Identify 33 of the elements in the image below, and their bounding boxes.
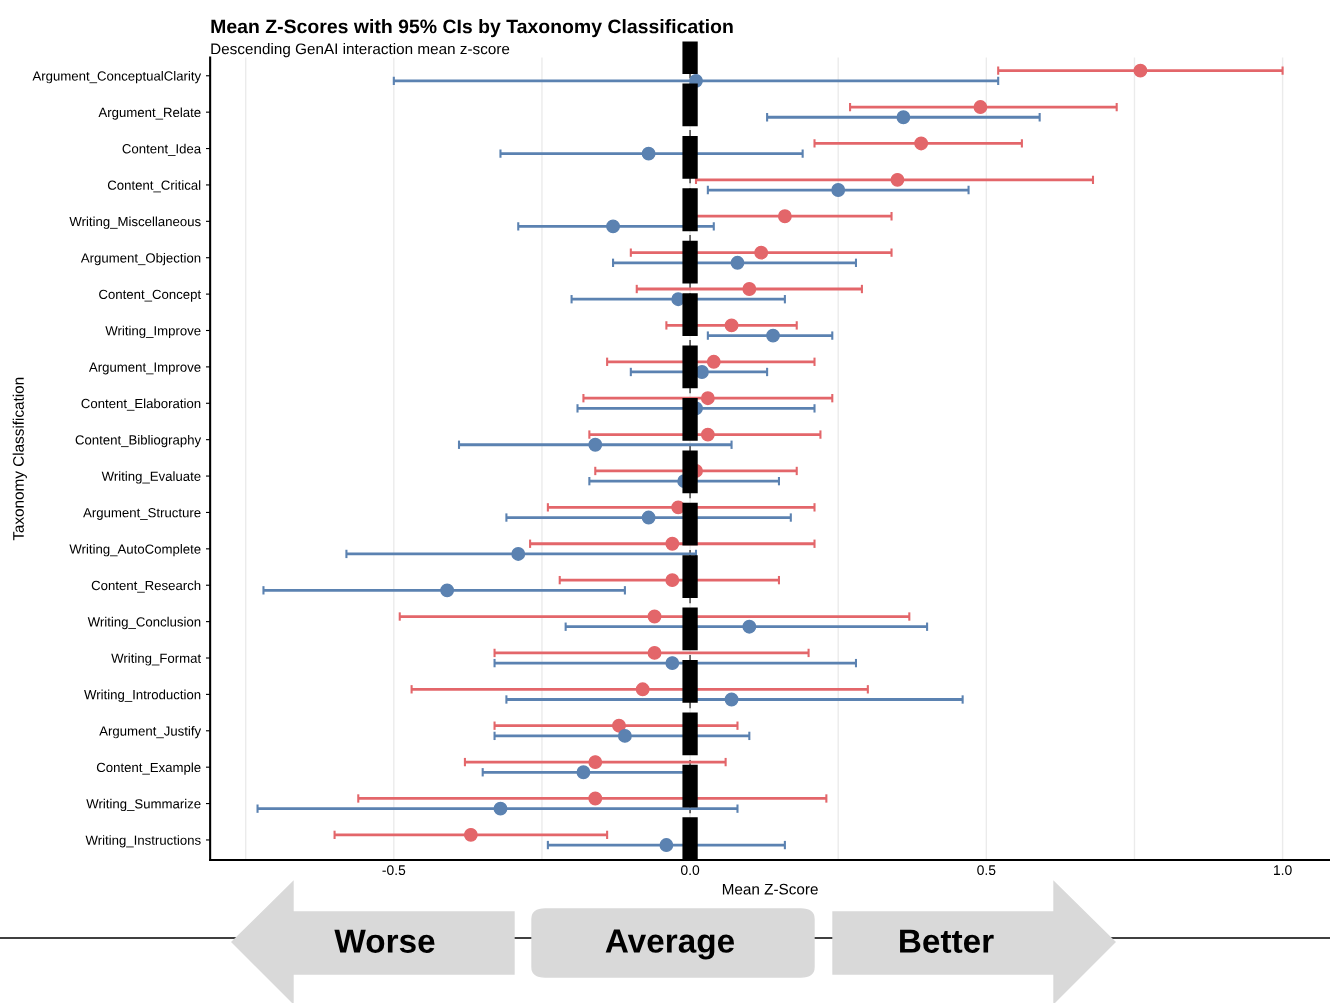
- y-tick-label: Content_Bibliography: [75, 434, 202, 448]
- y-tick-label: Argument_Improve: [88, 362, 201, 375]
- x-axis-title: Mean Z-Score: [722, 883, 818, 895]
- y-tick-label: Writing_Evaluate: [101, 471, 201, 484]
- x-tick-label: 0.0: [680, 865, 700, 876]
- text: Average: [605, 929, 735, 960]
- y-tick-label: Content_Example: [96, 762, 201, 775]
- y-tick-label: Argument_Justify: [99, 726, 202, 739]
- y-tick-label: Argument_Objection: [80, 252, 201, 266]
- y-tick-label: Writing_Summarize: [86, 798, 201, 812]
- y-tick-label: Content_Critical: [107, 180, 201, 193]
- chart-subtitle: Descending GenAI interaction mean z-score: [211, 43, 510, 58]
- y-axis-title: Taxonomy Classification: [12, 377, 27, 541]
- x-tick-label: -0.5: [382, 865, 406, 876]
- x-tick-label: 0.5: [977, 865, 996, 876]
- y-tick-label: Writing_Improve: [105, 325, 201, 339]
- chart-title: Mean Z-Scores with 95% CIs by Taxonomy Classification: [211, 19, 733, 38]
- text: Worse: [334, 929, 435, 953]
- text: Better: [900, 929, 994, 953]
- y-tick-label: Content_Research: [91, 580, 201, 593]
- y-tick-label: Content_Idea: [122, 143, 202, 156]
- x-tick-label: 1.0: [1274, 865, 1292, 876]
- y-tick-label: Argument_Relate: [98, 107, 201, 120]
- y-tick-label: Argument_ConceptualClarity: [32, 70, 202, 84]
- y-tick-label: Content_Concept: [99, 289, 202, 302]
- y-tick-label: Writing_Miscellaneous: [69, 216, 201, 229]
- y-tick-label: Writing_AutoComplete: [69, 544, 201, 557]
- y-tick-label: Content_Elaboration: [81, 398, 201, 411]
- y-tick-label: Writing_Instructions: [85, 835, 201, 848]
- y-tick-label: Writing_Introduction: [84, 689, 201, 702]
- y-tick-label: Argument_Structure: [83, 508, 201, 520]
- y-tick-label: Writing_Conclusion: [87, 616, 201, 630]
- y-tick-label: Writing_Format: [111, 653, 202, 666]
